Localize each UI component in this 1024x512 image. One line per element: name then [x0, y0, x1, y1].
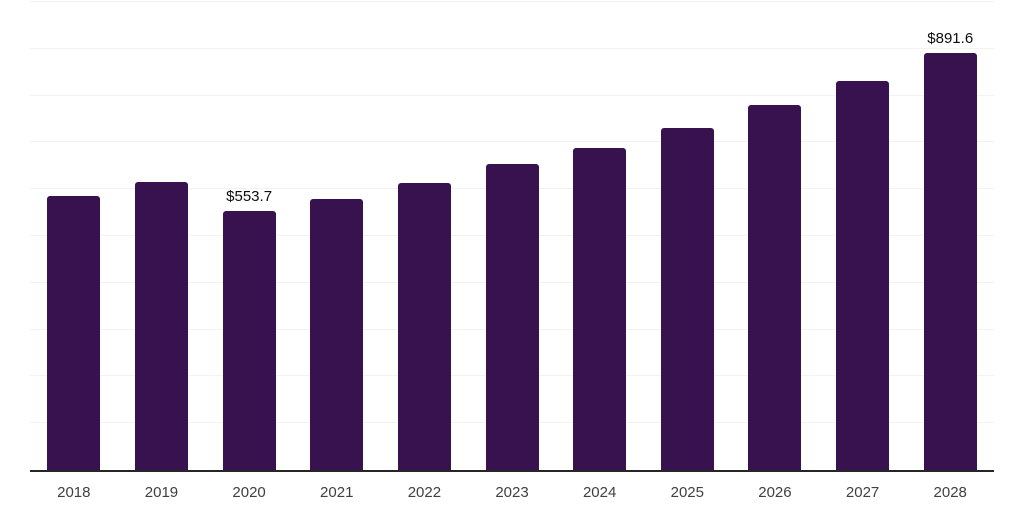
bar-slot-2018 [30, 2, 118, 470]
bar-slot-2023 [468, 2, 556, 470]
gridline-800 [30, 94, 994, 96]
x-tick-2024: 2024 [582, 484, 617, 501]
bar-2025 [660, 127, 714, 470]
bar-2024 [573, 147, 627, 470]
bar-slot-2022 [381, 2, 469, 470]
bar-2018 [47, 195, 101, 470]
plot-area: $553.7 $891.6 [30, 1, 994, 472]
bar-slot-2025 [643, 2, 731, 470]
x-tick-2023: 2023 [495, 484, 529, 501]
value-label-2028: $891.6 [927, 29, 974, 47]
x-tick-2027: 2027 [845, 484, 880, 501]
bar-2027 [836, 81, 890, 470]
x-axis-tick-labels: 2018 2019 2020 2021 2022 2023 2024 2025 2026 2027… [30, 484, 994, 501]
bar-slot-2021 [293, 2, 381, 470]
x-axis-line [30, 470, 994, 472]
bar-2019 [134, 182, 188, 470]
gridline-1000 [30, 1, 994, 2]
x-tick-2019: 2019 [144, 484, 179, 501]
bar-slot-2020: $553.7 [205, 2, 293, 470]
x-tick-2021: 2021 [320, 484, 354, 501]
x-tick-2028: 2028 [933, 484, 967, 501]
bars-layer: $553.7 $891.6 [30, 2, 994, 470]
x-tick-2022: 2022 [407, 484, 442, 501]
bar-2021 [310, 198, 364, 470]
bar-slot-2026 [731, 2, 819, 470]
bar-2023 [485, 164, 539, 470]
bar-slot-2027 [819, 2, 907, 470]
bar-slot-2028: $891.6 [906, 2, 994, 470]
x-tick-2025: 2025 [670, 484, 704, 501]
gridline-900 [30, 47, 994, 49]
x-tick-2018: 2018 [57, 484, 91, 501]
bar-2020 [222, 210, 276, 470]
bar-slot-2024 [556, 2, 644, 470]
x-tick-2020: 2020 [232, 484, 266, 501]
x-tick-2026: 2026 [758, 484, 792, 501]
value-label-2020: $553.7 [226, 187, 273, 205]
bar-slot-2019 [118, 2, 206, 470]
bar-2028 [923, 52, 977, 470]
bar-2022 [397, 182, 451, 470]
bar-2026 [748, 104, 802, 470]
gridline-700 [30, 141, 994, 143]
